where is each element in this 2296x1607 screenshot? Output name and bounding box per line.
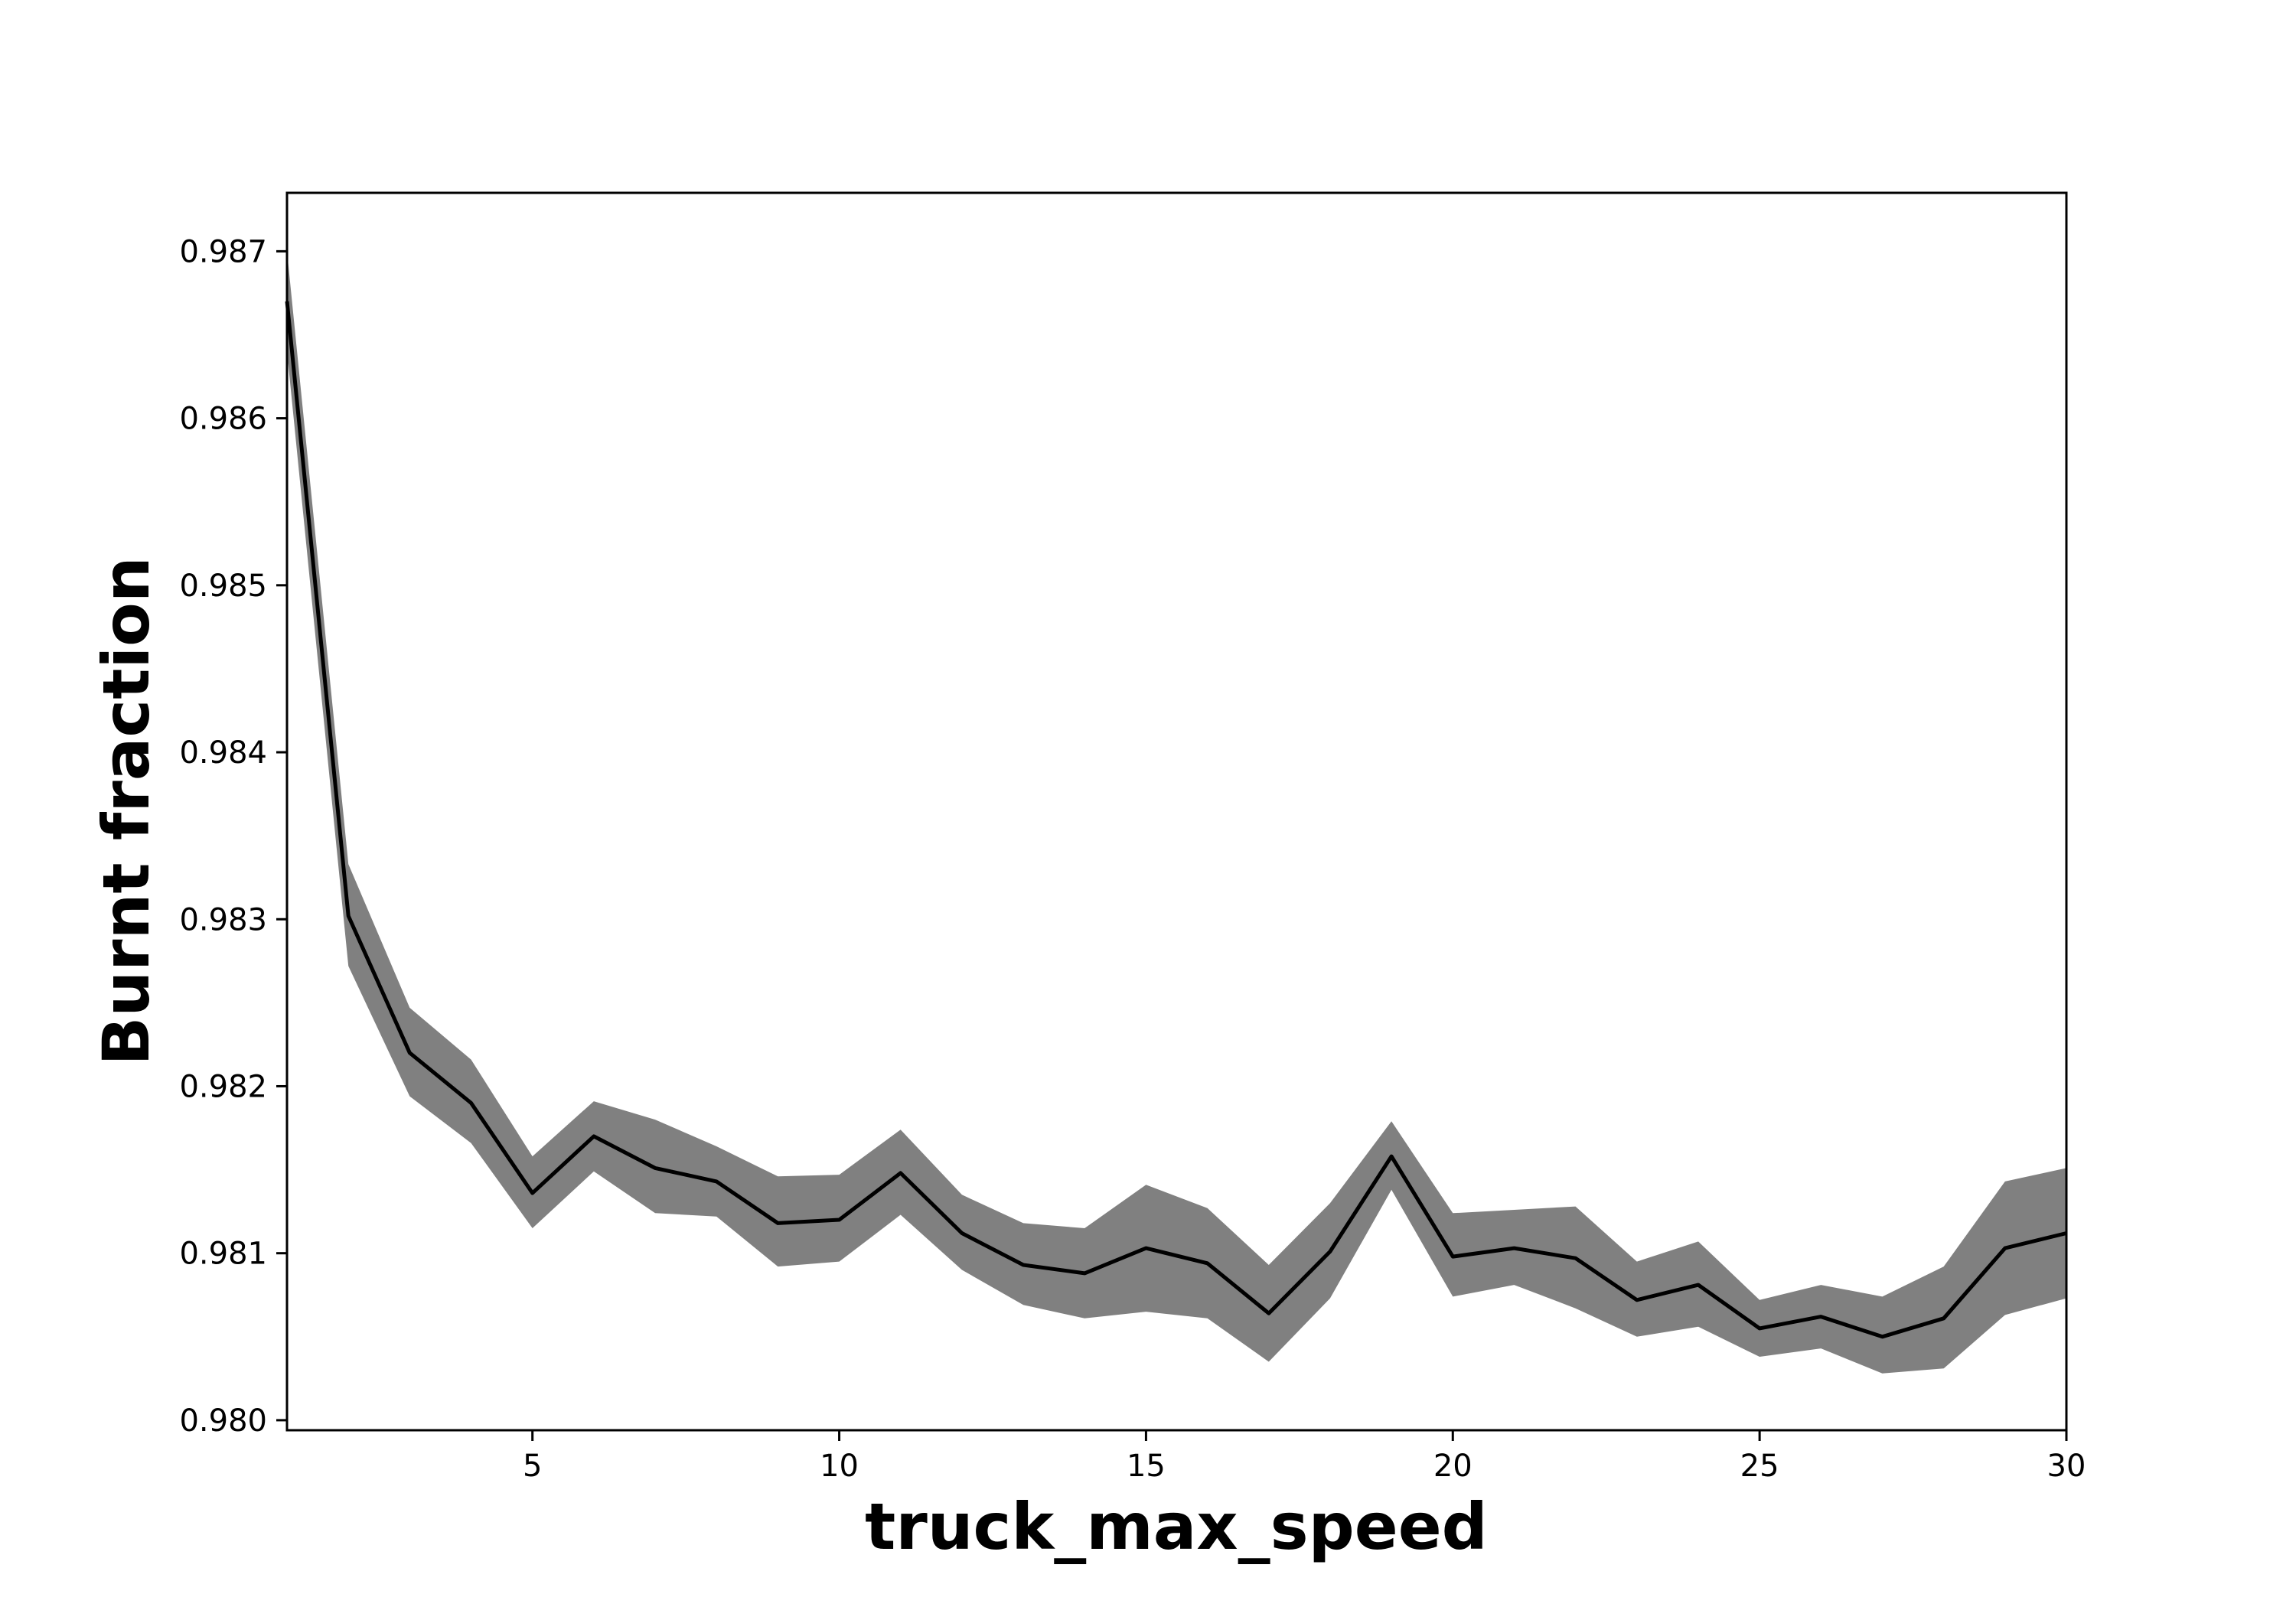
y-tick-label: 0.987 [179, 234, 267, 269]
x-tick-label: 15 [1127, 1449, 1166, 1484]
x-tick-label: 30 [2047, 1449, 2086, 1484]
y-tick-label: 0.985 [179, 569, 267, 604]
y-tick-label: 0.986 [179, 402, 267, 437]
mean-line [285, 301, 2067, 1339]
x-tick-label: 25 [1740, 1449, 1779, 1484]
y-tick-label: 0.980 [179, 1403, 267, 1439]
y-tick-label: 0.981 [179, 1237, 267, 1272]
y-axis-ticks: 0.980 0.981 0.982 0.983 0.984 0.985 0.986 0.987 [179, 234, 287, 1439]
confidence-band [287, 251, 2066, 1374]
mean-line-layer [285, 301, 2067, 1339]
y-tick-label: 0.984 [179, 735, 267, 771]
y-tick-label: 0.982 [179, 1069, 267, 1104]
confidence-band-layer [287, 251, 2066, 1374]
x-tick-label: 5 [523, 1449, 542, 1484]
x-axis-ticks: 5 10 15 20 25 30 [523, 1430, 2086, 1484]
y-tick-label: 0.983 [179, 902, 267, 937]
x-axis-title: truck_max_speed [865, 1489, 1488, 1564]
plot-area-frame [285, 191, 2068, 1432]
x-tick-label: 10 [820, 1449, 859, 1484]
y-axis-title: Burnt fraction [89, 556, 164, 1065]
x-tick-label: 20 [1433, 1449, 1473, 1484]
